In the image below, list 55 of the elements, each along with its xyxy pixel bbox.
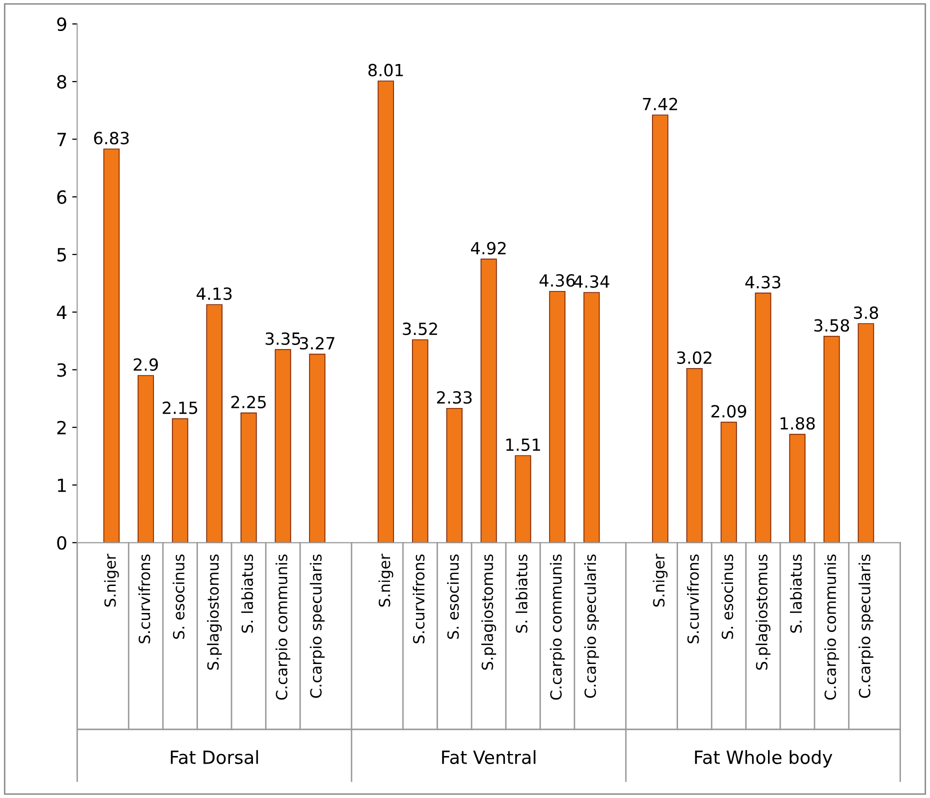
x-tick-label: C.carpio communis [824, 554, 840, 700]
x-tick-label: S. esocinus [447, 554, 459, 639]
x-tick-label: S. labiatus [516, 554, 528, 633]
data-label: 7.42 [642, 98, 678, 110]
data-label: 6.83 [94, 132, 129, 144]
data-label: 2.33 [437, 391, 472, 404]
x-tick-label: C.carpio specularis [584, 554, 599, 698]
x-tick-label: S. labiatus [241, 554, 254, 633]
x-tick-label: S.niger [652, 554, 668, 607]
x-tick-label: S.niger [104, 554, 119, 607]
y-tick-label: 1 [58, 478, 66, 492]
data-label: 3.35 [266, 332, 300, 345]
x-tick-label: S. esocinus [172, 554, 185, 639]
data-label: 2.09 [711, 404, 746, 418]
x-tick-label: S. labiatus [790, 554, 802, 633]
x-tick-label: S.curvifrons [687, 554, 699, 644]
data-label: 4.33 [745, 276, 780, 288]
x-tick-label: S.plagiostomus [481, 554, 496, 670]
y-tick-label: 0 [57, 536, 66, 550]
text: Fat Whole body [695, 750, 832, 768]
data-label: 8.01 [368, 64, 403, 76]
text: Fat Ventral [442, 750, 536, 764]
x-tick-label: S.curvifrons [138, 554, 150, 644]
data-label: 1.51 [506, 438, 540, 451]
y-tick-label: 5 [57, 248, 66, 262]
data-label: 4.36 [540, 274, 575, 287]
data-label: 2.9 [134, 358, 158, 371]
data-label: 3.52 [402, 322, 438, 336]
x-tick-label: S.curvifrons [412, 554, 425, 644]
data-label: 2.25 [231, 396, 266, 408]
x-tick-label: S. esocinus [721, 554, 734, 639]
text: Fat Dorsal [170, 750, 258, 764]
y-tick-label: 9 [57, 17, 66, 32]
y-tick-label: 8 [57, 75, 66, 89]
x-tick-label: C.carpio specularis [310, 554, 325, 698]
data-label: 1.88 [780, 417, 815, 430]
data-label: 2.15 [162, 402, 198, 414]
y-tick-label: 3 [57, 363, 66, 377]
data-label: 4.92 [470, 242, 506, 254]
data-label: 3.02 [677, 351, 712, 364]
data-label: 3.58 [814, 319, 850, 332]
data-label: 3.8 [854, 306, 878, 320]
x-tick-label: S.plagiostomus [206, 554, 222, 670]
x-tick-label: S.niger [378, 554, 394, 607]
y-tick-label: 6 [57, 190, 66, 204]
x-tick-label: S.plagiostomus [756, 554, 770, 670]
x-tick-label: C.carpio specularis [858, 554, 874, 698]
y-tick-label: 7 [57, 132, 66, 146]
y-tick-label: 2 [57, 420, 66, 434]
data-label: 3.27 [300, 336, 334, 350]
data-label: 4.34 [574, 275, 610, 288]
y-tick-label: 4 [56, 306, 66, 319]
data-label: 4.13 [196, 287, 232, 300]
x-tick-label: C.carpio communis [276, 554, 290, 700]
x-tick-label: C.carpio communis [550, 554, 565, 700]
